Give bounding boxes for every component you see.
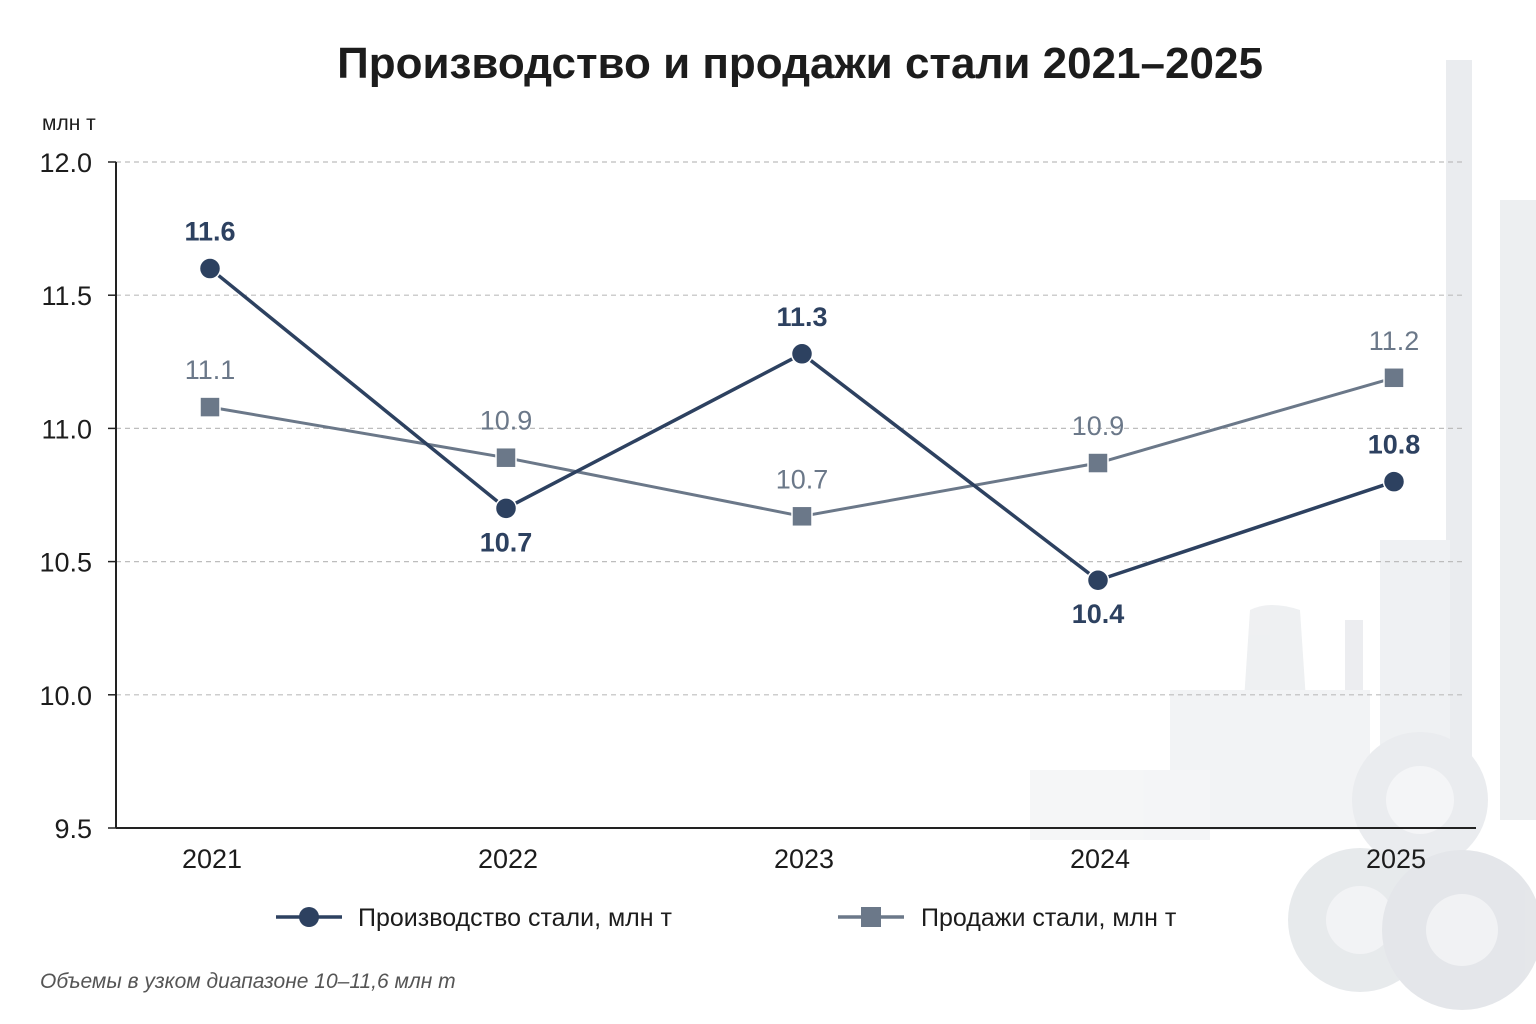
sales-series: 11.1 10.9 10.7 10.9 11.2 (185, 326, 1420, 528)
sales-line (209, 376, 1395, 518)
legend-item-production: Производство стали, млн т (276, 904, 672, 932)
x-tick-label: 2022 (478, 844, 538, 874)
y-axis-unit-label: млн т (42, 112, 96, 135)
y-tick-label: 11.5 (41, 281, 92, 311)
legend-production-label: Производство стали, млн т (358, 904, 672, 932)
production-data-label: 10.4 (1072, 599, 1125, 629)
production-data-label: 11.3 (776, 302, 827, 332)
x-tick-label: 2024 (1070, 844, 1130, 874)
industrial-background-image (1030, 60, 1536, 1010)
y-tick-labels: 9.5 10.0 10.5 11.0 11.5 12.0 (39, 148, 92, 844)
production-point (1086, 568, 1110, 592)
legend: Производство стали, млн т Продажи стали,… (276, 904, 1177, 932)
x-tick-labels: 2021 2022 2023 2024 2025 (182, 844, 1426, 874)
production-point (1382, 470, 1406, 493)
sales-point (495, 446, 517, 469)
x-tick-label: 2025 (1366, 844, 1426, 874)
sales-data-label: 10.9 (480, 406, 533, 436)
sales-point (791, 505, 813, 528)
sales-data-label: 10.7 (776, 464, 829, 494)
axes (115, 162, 1476, 829)
sales-point (199, 396, 221, 418)
production-point (790, 342, 814, 366)
production-data-label: 10.7 (480, 527, 533, 557)
legend-production-marker (299, 907, 319, 927)
x-tick-label: 2021 (182, 844, 242, 874)
y-tick-label: 10.5 (39, 548, 92, 578)
sales-data-label: 11.1 (185, 355, 236, 385)
production-data-label: 10.8 (1368, 430, 1421, 460)
production-point (494, 497, 518, 520)
legend-sales-label: Продажи стали, млн т (921, 904, 1177, 932)
legend-item-sales: Продажи стали, млн т (838, 904, 1177, 932)
legend-sales-marker (861, 907, 881, 927)
y-tick-label: 12.0 (39, 148, 92, 178)
production-point (198, 257, 222, 280)
x-tick-label: 2023 (774, 844, 834, 874)
sales-data-label: 11.2 (1369, 326, 1420, 356)
production-data-label: 11.6 (184, 217, 235, 247)
sales-point (1383, 367, 1405, 389)
y-tick-label: 10.0 (39, 681, 92, 711)
y-tick-label: 9.5 (54, 814, 92, 844)
footnote: Объемы в узком диапазоне 10–11,6 млн т (40, 970, 456, 993)
chart-title: Производство и продажи стали 2021–2025 (337, 39, 1263, 88)
sales-point (1087, 452, 1109, 474)
production-series: 11.6 10.7 11.3 10.4 10.8 (184, 217, 1420, 630)
sales-data-label: 10.9 (1072, 411, 1125, 441)
y-tick-label: 11.0 (41, 414, 92, 444)
